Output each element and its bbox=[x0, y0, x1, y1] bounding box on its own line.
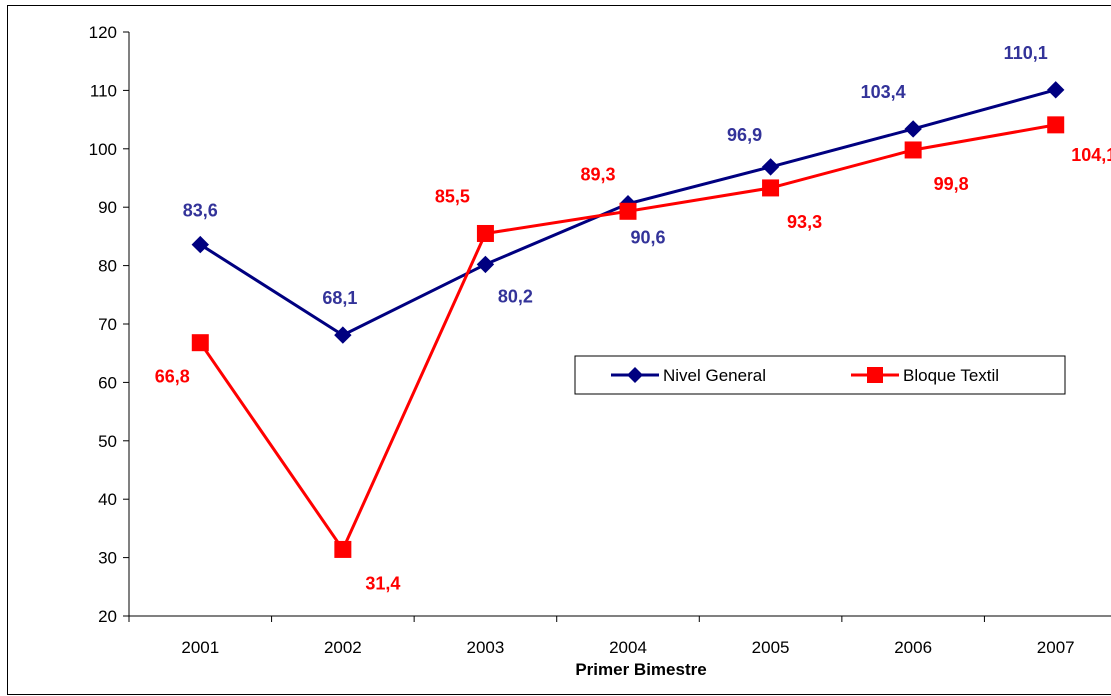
chart-frame: 20 30 40 50 60 70 80 90 100 110 120 2001 2002 2003 20… bbox=[7, 5, 1111, 695]
y-tick-label: 70 bbox=[98, 315, 117, 334]
y-axis-ticks: 20 30 40 50 60 70 80 90 100 110 120 bbox=[89, 23, 129, 626]
data-point-marker bbox=[476, 224, 494, 242]
y-tick-label: 30 bbox=[98, 549, 117, 568]
y-tick-label: 50 bbox=[98, 432, 117, 451]
legend-items: Nivel General Bloque Textil bbox=[611, 366, 999, 385]
data-label: 104,1 bbox=[1071, 145, 1111, 165]
x-axis-ticks: 2001 2002 2003 2004 2005 2006 2007 bbox=[128, 616, 1075, 657]
y-tick-label: 120 bbox=[89, 23, 117, 42]
data-label: 90,6 bbox=[630, 228, 665, 248]
y-tick-label: 40 bbox=[98, 490, 117, 509]
data-label: 83,6 bbox=[183, 201, 218, 221]
data-label: 99,8 bbox=[934, 174, 969, 194]
y-tick-label: 110 bbox=[90, 81, 117, 100]
data-point-marker bbox=[1047, 81, 1065, 99]
data-label: 80,2 bbox=[498, 286, 533, 306]
x-tick-label: 2002 bbox=[324, 638, 362, 657]
data-point-marker bbox=[762, 179, 780, 197]
x-tick-label: 2007 bbox=[1037, 638, 1075, 657]
data-label: 110,1 bbox=[1004, 43, 1048, 63]
y-tick-label: 20 bbox=[98, 607, 117, 626]
y-tick-label: 60 bbox=[98, 373, 117, 392]
legend: Nivel General Bloque Textil bbox=[574, 355, 1066, 395]
series-line-bloque-textil bbox=[199, 123, 1056, 551]
data-label: 66,8 bbox=[155, 367, 190, 387]
data-point-marker bbox=[761, 158, 780, 176]
data-label: 93,3 bbox=[787, 212, 822, 232]
legend-label: Nivel General bbox=[663, 366, 766, 385]
data-point-marker bbox=[334, 540, 352, 558]
x-tick-label: 2003 bbox=[467, 638, 505, 657]
x-tick-label: 2006 bbox=[894, 638, 932, 657]
data-point-marker bbox=[191, 235, 209, 254]
y-tick-label: 100 bbox=[89, 140, 117, 159]
data-point-marker bbox=[191, 334, 209, 352]
data-labels: 83,6 68,1 80,2 90,6 96,9 103,4 110,1 66,8 31,4 85… bbox=[155, 43, 1111, 594]
legend-label: Bloque Textil bbox=[903, 366, 999, 385]
data-label: 96,9 bbox=[727, 125, 762, 145]
data-label: 85,5 bbox=[435, 186, 470, 206]
y-tick-label: 80 bbox=[98, 257, 117, 276]
data-point-marker bbox=[904, 141, 922, 159]
y-tick-label: 90 bbox=[98, 198, 117, 217]
series-layer bbox=[191, 81, 1065, 558]
data-label: 31,4 bbox=[365, 573, 400, 593]
data-point-marker bbox=[334, 326, 352, 344]
data-point-marker bbox=[619, 202, 637, 220]
data-label: 68,1 bbox=[322, 288, 357, 308]
x-axis-title: Primer Bimestre bbox=[575, 660, 706, 679]
data-label: 103,4 bbox=[861, 82, 906, 102]
data-point-marker bbox=[1047, 116, 1065, 134]
legend-marker bbox=[867, 367, 883, 383]
x-tick-label: 2001 bbox=[181, 638, 219, 657]
data-point-marker bbox=[476, 255, 495, 274]
data-label: 89,3 bbox=[580, 164, 615, 184]
data-point-marker bbox=[904, 120, 922, 138]
x-tick-label: 2004 bbox=[609, 638, 647, 657]
x-tick-label: 2005 bbox=[752, 638, 790, 657]
legend-marker bbox=[627, 367, 643, 383]
